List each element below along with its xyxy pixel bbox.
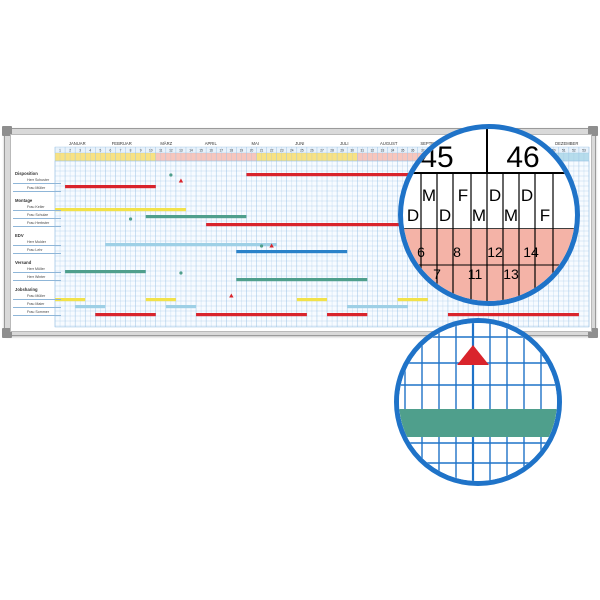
month-label: JULI [340,141,349,146]
group-label: EDV [15,233,24,238]
person-label: Frau Herbster [27,221,50,225]
person-label: Frau Lehr [27,248,43,252]
week-number: 45 [420,141,453,174]
schedule-bar [327,313,368,317]
schedule-bar [165,305,197,309]
triangle-marker-icon [178,178,184,183]
zoom-circle-grid [394,318,562,486]
row-labels: Disposition Herr Schuster Frau Müller Monta… [11,149,63,331]
group-label: Versand [15,260,32,265]
weekday-letter: F [458,186,468,205]
month-label: JUNI [295,141,304,146]
month-label: MAI [252,141,259,146]
corner-cap [2,126,12,136]
dot-marker-icon [179,271,183,275]
schedule-bar [236,250,348,254]
month-label: APRIL [205,141,218,146]
triangle-marker-icon [229,293,234,298]
row-divider [13,253,61,254]
weekday-letter: D [439,206,451,225]
schedule-bar [236,278,368,282]
person-label: Frau Müller [27,294,46,298]
schedule-bar [55,208,186,212]
person-label: Frau Schulze [27,213,49,217]
schedule-bar [206,223,579,227]
weekday-letter: D [489,186,501,205]
month-label: FEBRUAR [112,141,132,146]
schedule-bar [95,313,156,317]
row-divider [13,299,61,300]
month-label: MÄRZ [160,141,172,146]
corner-cap [588,328,598,338]
weekday-letter: F [540,206,550,225]
row-divider [13,191,61,192]
weekday-letter: D [407,206,419,225]
person-label: Frau Sommer [27,310,49,314]
date-number: 6 [417,244,425,260]
dot-marker-icon [169,173,173,177]
date-number: 12 [487,244,503,260]
weekday-letter: D [521,186,533,205]
row-divider [13,272,61,273]
row-divider [13,315,61,316]
schedule-bar [145,215,247,219]
person-label: Frau Keller [27,205,45,209]
corner-cap [588,126,598,136]
week-number: 46 [506,141,539,174]
corner-cap [2,328,12,338]
triangle-marker-icon [269,243,274,248]
schedule-bar [145,298,176,302]
weekday-letter: M [422,186,436,205]
schedule-bar [296,298,328,302]
row-divider [13,226,61,227]
person-label: Herr Schuster [27,178,50,182]
weekday-letter: M [504,206,518,225]
row-divider [13,245,61,246]
row-divider [13,183,61,184]
person-label: Frau Maier [27,302,45,306]
date-number: 13 [503,266,519,282]
date-number: 8 [453,244,461,260]
date-number: 14 [523,244,539,260]
schedule-bar [399,409,557,437]
month-label: DEZEMBER [555,141,578,146]
person-label: Herr Müller [27,267,45,271]
group-label: Disposition [15,171,38,176]
row-divider [13,307,61,308]
schedule-bar [65,185,156,189]
schedule-bar [196,313,307,317]
weekday-letter: M [472,206,486,225]
triangle-marker-icon [457,345,489,365]
schedule-bar [75,305,106,309]
person-label: Herr Mulder [27,240,46,244]
row-divider [13,280,61,281]
group-label: Jobsharing [15,287,38,292]
person-label: Herr Winter [27,275,46,279]
zoom-circle-dates: 45 46 D M D F M D M D F 6 8 12 14 7 11 13 [398,124,580,306]
schedule-bar [55,298,86,302]
schedule-bar [246,173,428,177]
date-number: 11 [468,266,483,282]
dot-marker-icon [259,244,264,248]
group-label: Montage [15,198,33,203]
schedule-bar [105,243,277,247]
row-divider [13,210,61,211]
dot-marker-icon [128,217,133,221]
schedule-bar [447,313,579,317]
date-number: 7 [433,266,441,282]
month-label: AUGUST [380,141,398,146]
schedule-bar [347,305,408,309]
zoom-grid-graphic [399,323,557,481]
grid-background [399,323,557,481]
person-label: Frau Müller [27,186,46,190]
schedule-bar [65,270,146,274]
month-label: JANUAR [69,141,86,146]
row-divider [13,218,61,219]
